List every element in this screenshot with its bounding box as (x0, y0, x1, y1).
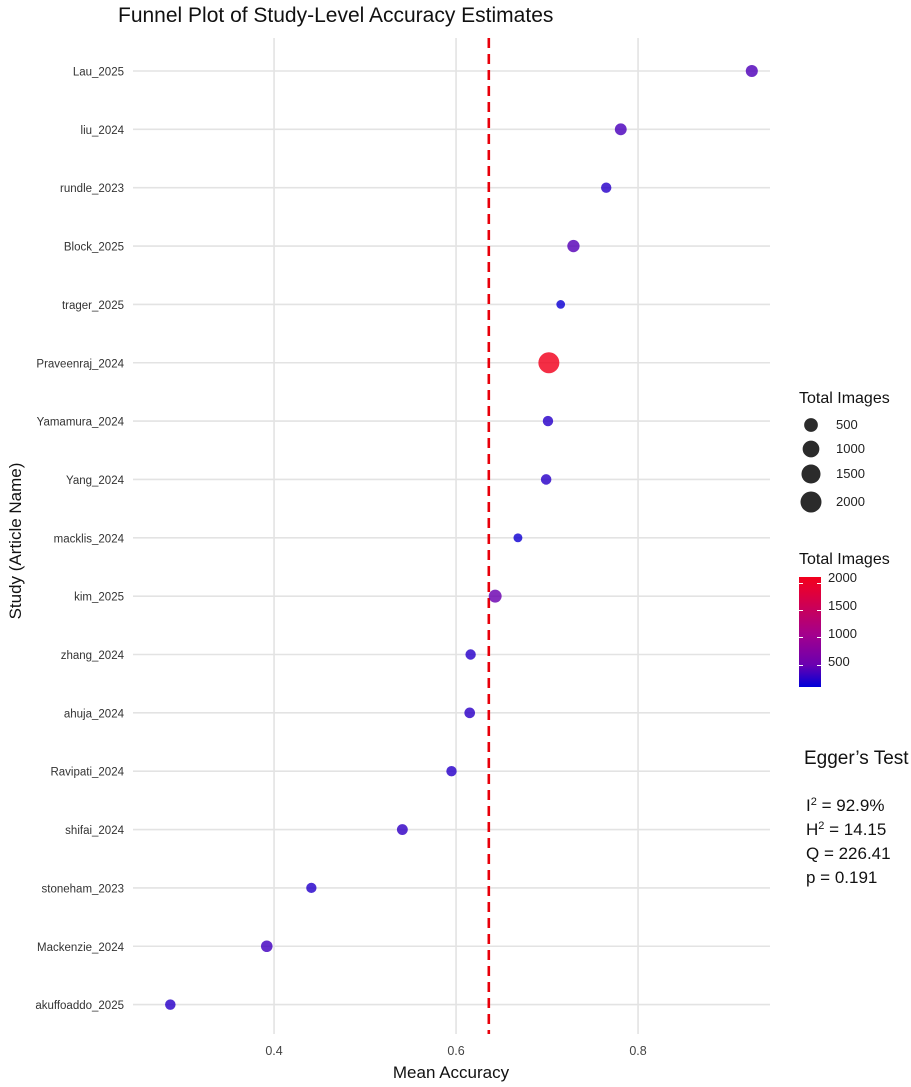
data-point (513, 533, 523, 543)
study-label: macklis_2024 (54, 533, 125, 545)
study-label: rundle_2023 (60, 183, 124, 195)
color-legend-bar (799, 577, 821, 687)
study-label: Praveenraj_2024 (36, 358, 124, 370)
study-label: stoneham_2023 (42, 883, 124, 895)
egger-p-stat: p = 0.191 (806, 868, 878, 887)
data-point (601, 182, 612, 193)
study-label: Lau_2025 (73, 67, 124, 79)
color-legend-title: Total Images (799, 551, 890, 568)
size-legend-marker (801, 464, 821, 484)
study-label: trager_2025 (62, 300, 124, 312)
size-legend-label: 1000 (836, 441, 865, 456)
x-axis-label: Mean Accuracy (392, 1063, 510, 1082)
i2-superscript: 2 (810, 796, 817, 808)
data-point (165, 999, 176, 1010)
study-label: zhang_2024 (61, 650, 125, 662)
data-point (614, 123, 627, 136)
data-point (396, 824, 408, 835)
colorbar-tick (817, 610, 821, 611)
colorbar-tick (817, 583, 821, 584)
size-legend-marker (804, 418, 818, 432)
data-point (540, 474, 552, 485)
egger-q-stat: Q = 226.41 (806, 844, 891, 863)
colorbar-label: 1500 (828, 598, 857, 613)
study-label: Mackenzie_2024 (37, 942, 125, 954)
study-label: Ravipati_2024 (50, 767, 124, 779)
study-label: ahuja_2024 (64, 708, 125, 720)
size-legend-markers (800, 418, 822, 513)
egger-h2-stat: H2 = 14.15 (806, 820, 886, 840)
data-point (488, 589, 502, 603)
colorbar-tick (799, 637, 803, 638)
data-point (306, 882, 317, 894)
colorbar-label: 1000 (828, 626, 857, 641)
egger-i2-stat: I2 = 92.9% (806, 796, 884, 816)
size-legend-label: 2000 (836, 494, 865, 509)
y-axis-label: Study (Article Name) (6, 462, 25, 620)
data-point (567, 239, 580, 253)
x-tick-label: 0.8 (629, 1044, 646, 1058)
h2-superscript: 2 (818, 820, 825, 832)
data-point (260, 940, 273, 953)
h2-symbol: H (806, 820, 819, 839)
study-label: Yamamura_2024 (37, 417, 125, 429)
egger-test-title: Egger’s Test (804, 748, 909, 769)
x-tick-labels: 0.4 0.6 0.8 (265, 1044, 646, 1058)
study-label: akuffoaddo_2025 (35, 1000, 124, 1012)
h2-value: = 14.15 (824, 820, 887, 839)
study-label: liu_2024 (81, 125, 125, 137)
colorbar-label: 500 (828, 654, 850, 669)
data-point (556, 300, 566, 309)
study-labels: Lau_2025 liu_2024 rundle_2023 Block_2025tra… (35, 67, 124, 1013)
size-legend-label: 1500 (836, 466, 865, 481)
data-point (538, 352, 560, 374)
study-label: shifai_2024 (65, 825, 124, 837)
size-legend-title: Total Images (799, 390, 890, 407)
study-label: kim_2025 (74, 592, 124, 604)
chart-title: Funnel Plot of Study-Level Accuracy Esti… (118, 4, 554, 27)
colorbar-tick (817, 665, 821, 666)
grid-lines (133, 38, 770, 1034)
colorbar-tick (799, 583, 803, 584)
x-tick-label: 0.6 (447, 1044, 464, 1058)
study-label: Block_2025 (64, 242, 124, 254)
i2-value: = 92.9% (816, 796, 885, 815)
colorbar-tick (799, 665, 803, 666)
colorbar-tick (799, 610, 803, 611)
colorbar-tick (817, 637, 821, 638)
size-legend-label: 500 (836, 417, 858, 432)
study-label: Yang_2024 (66, 475, 125, 487)
colorbar-label: 2000 (828, 570, 857, 585)
x-tick-label: 0.4 (265, 1044, 282, 1058)
data-points (165, 64, 758, 1010)
data-point (446, 766, 457, 777)
data-point (745, 64, 758, 78)
size-legend-marker (800, 491, 822, 513)
data-point (542, 415, 554, 427)
data-point (465, 649, 476, 660)
i2-symbol: I (806, 796, 811, 815)
data-point (464, 707, 476, 719)
size-legend-marker (802, 440, 820, 458)
